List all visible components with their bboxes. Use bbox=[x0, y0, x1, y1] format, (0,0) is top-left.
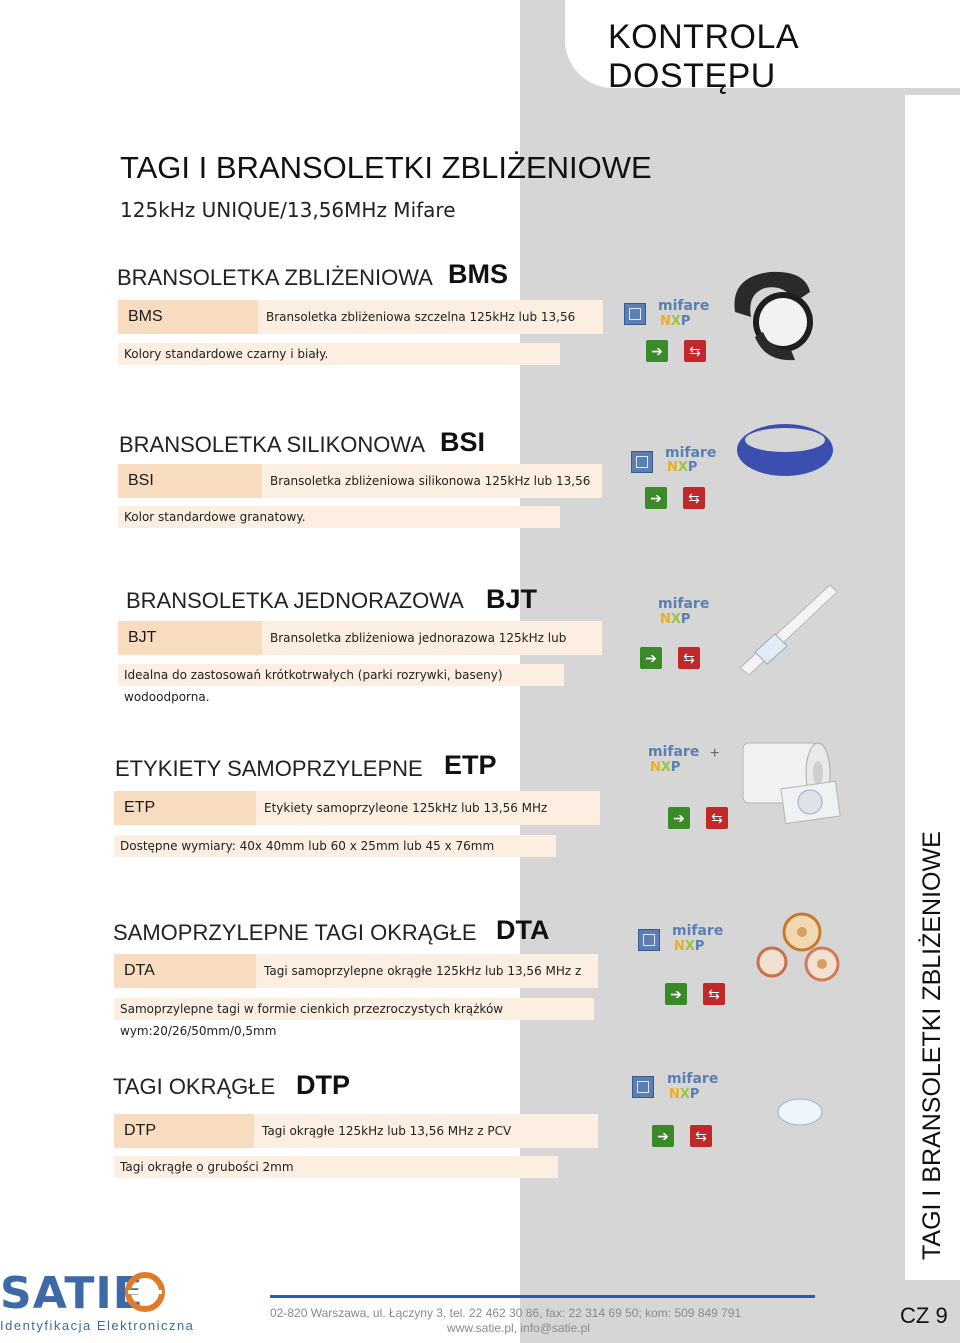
product-note: Kolor standardowe granatowy. bbox=[118, 506, 560, 528]
arrow-in-icon: ➔ bbox=[646, 340, 668, 362]
satie-swirl-icon bbox=[125, 1272, 165, 1312]
section-code: BSI bbox=[440, 427, 486, 457]
product-description-cell: Etykiety samoprzyleone 125kHz lub 13,56 … bbox=[256, 791, 600, 825]
page-subtitle: 125kHz UNIQUE/13,56MHz Mifare bbox=[120, 198, 456, 222]
footer-address: 02-820 Warszawa, ul. Łączyny 3, tel. 22 … bbox=[270, 1306, 742, 1320]
product-description-cell: Bransoletka zbliżeniowa jednorazowa 125k… bbox=[262, 621, 602, 679]
footer-web: www.satie.pl, info@satie.pl bbox=[447, 1321, 590, 1335]
section-title: SAMOPRZYLEPNE TAGI OKRĄGŁE bbox=[113, 920, 477, 945]
nxp-logo: NXP bbox=[660, 612, 691, 627]
arrow-out-icon: ⇆ bbox=[678, 647, 700, 669]
nxp-logo: NXP bbox=[650, 760, 681, 775]
header-tab bbox=[565, 0, 960, 88]
page-title: TAGI I BRANSOLETKI ZBLIŻENIOWE bbox=[120, 150, 652, 185]
rfid-chip-icon bbox=[638, 929, 660, 951]
mifare-logo: mifare bbox=[658, 298, 710, 314]
mifare-logo: mifare bbox=[667, 1071, 719, 1087]
section-code: BJT bbox=[486, 584, 538, 614]
product-note: Kolory standardowe czarny i biały. bbox=[118, 343, 560, 365]
satie-logo: SATIE bbox=[0, 1268, 144, 1319]
label-roll-image bbox=[742, 742, 841, 825]
satie-tagline: Identyfikacja Elektroniczna bbox=[0, 1318, 195, 1333]
arrow-in-icon: ➔ bbox=[640, 647, 662, 669]
rfid-chip-icon bbox=[632, 1076, 654, 1098]
round-tag-image bbox=[777, 1098, 823, 1126]
product-description-cell: Bransoletka zbliżeniowa szczelna 125kHz … bbox=[258, 300, 603, 358]
section-code: DTP bbox=[296, 1070, 350, 1100]
arrow-in-icon: ➔ bbox=[665, 983, 687, 1005]
section-code: DTA bbox=[496, 915, 550, 945]
disposable-wristband-image bbox=[739, 584, 838, 675]
arrow-in-icon: ➔ bbox=[652, 1125, 674, 1147]
mifare-logo: mifare bbox=[658, 596, 710, 612]
arrow-out-icon: ⇆ bbox=[690, 1125, 712, 1147]
product-code-cell: BMS bbox=[118, 300, 258, 334]
arrow-out-icon: ⇆ bbox=[684, 340, 706, 362]
round-sticker-tags-image bbox=[756, 912, 840, 982]
product-note: Tagi okrągłe o grubości 2mm bbox=[114, 1156, 558, 1178]
mifare-logo: mifare bbox=[665, 445, 717, 461]
nxp-logo: NXP bbox=[674, 939, 705, 954]
section-code: ETP bbox=[444, 750, 497, 780]
product-code-cell: ETP bbox=[114, 791, 256, 825]
arrow-out-icon: ⇆ bbox=[706, 807, 728, 829]
mifare-logo: mifare bbox=[648, 744, 700, 760]
right-stripe bbox=[905, 95, 960, 1280]
arrow-in-icon: ➔ bbox=[645, 487, 667, 509]
plus-sign: + bbox=[710, 745, 720, 762]
section-title: BRANSOLETKA SILIKONOWA bbox=[119, 432, 426, 457]
arrow-out-icon: ⇆ bbox=[683, 487, 705, 509]
product-code-cell: BJT bbox=[118, 621, 262, 655]
vertical-side-title: TAGI I BRANSOLETKI ZBLIŻENIOWE bbox=[918, 831, 946, 1260]
product-code-cell: DTA bbox=[114, 954, 256, 988]
product-note: Idealna do zastosowań krótkotrwałych (pa… bbox=[118, 664, 564, 704]
nxp-logo: NXP bbox=[667, 460, 698, 475]
product-note: Samoprzylepne tagi w formie cienkich prz… bbox=[114, 998, 594, 1038]
arrow-out-icon: ⇆ bbox=[703, 983, 725, 1005]
product-description-cell: Tagi okrągłe 125kHz lub 13,56 MHz z PCV bbox=[254, 1114, 598, 1148]
section-title: BRANSOLETKA ZBLIŻENIOWA bbox=[117, 265, 433, 290]
nxp-logo: NXP bbox=[660, 314, 691, 329]
section-title: BRANSOLETKA JEDNORAZOWA bbox=[126, 588, 464, 613]
footer-divider bbox=[270, 1295, 815, 1298]
page-number: CZ 9 bbox=[900, 1303, 948, 1328]
product-description-cell: Bransoletka zbliżeniowa silikonowa 125kH… bbox=[262, 464, 602, 522]
nxp-logo: NXP bbox=[669, 1087, 700, 1102]
rfid-chip-icon bbox=[631, 451, 653, 473]
arrow-in-icon: ➔ bbox=[668, 807, 690, 829]
product-code-cell: DTP bbox=[114, 1114, 254, 1148]
section-title: TAGI OKRĄGŁE bbox=[113, 1074, 276, 1099]
section-title: ETYKIETY SAMOPRZYLEPNE bbox=[115, 756, 423, 781]
product-description-cell: Tagi samoprzylepne okrągłe 125kHz lub 13… bbox=[256, 954, 598, 1012]
section-code: BMS bbox=[448, 259, 508, 289]
header-title: KONTROLA DOSTĘPU bbox=[608, 18, 798, 95]
rfid-chip-icon bbox=[624, 303, 646, 325]
product-code-cell: BSI bbox=[118, 464, 262, 498]
mifare-logo: mifare bbox=[672, 923, 724, 939]
product-note: Dostępne wymiary: 40x 40mm lub 60 x 25mm… bbox=[114, 835, 556, 857]
silicone-wristband-image bbox=[737, 424, 833, 476]
watch-wristband-image bbox=[734, 271, 813, 361]
